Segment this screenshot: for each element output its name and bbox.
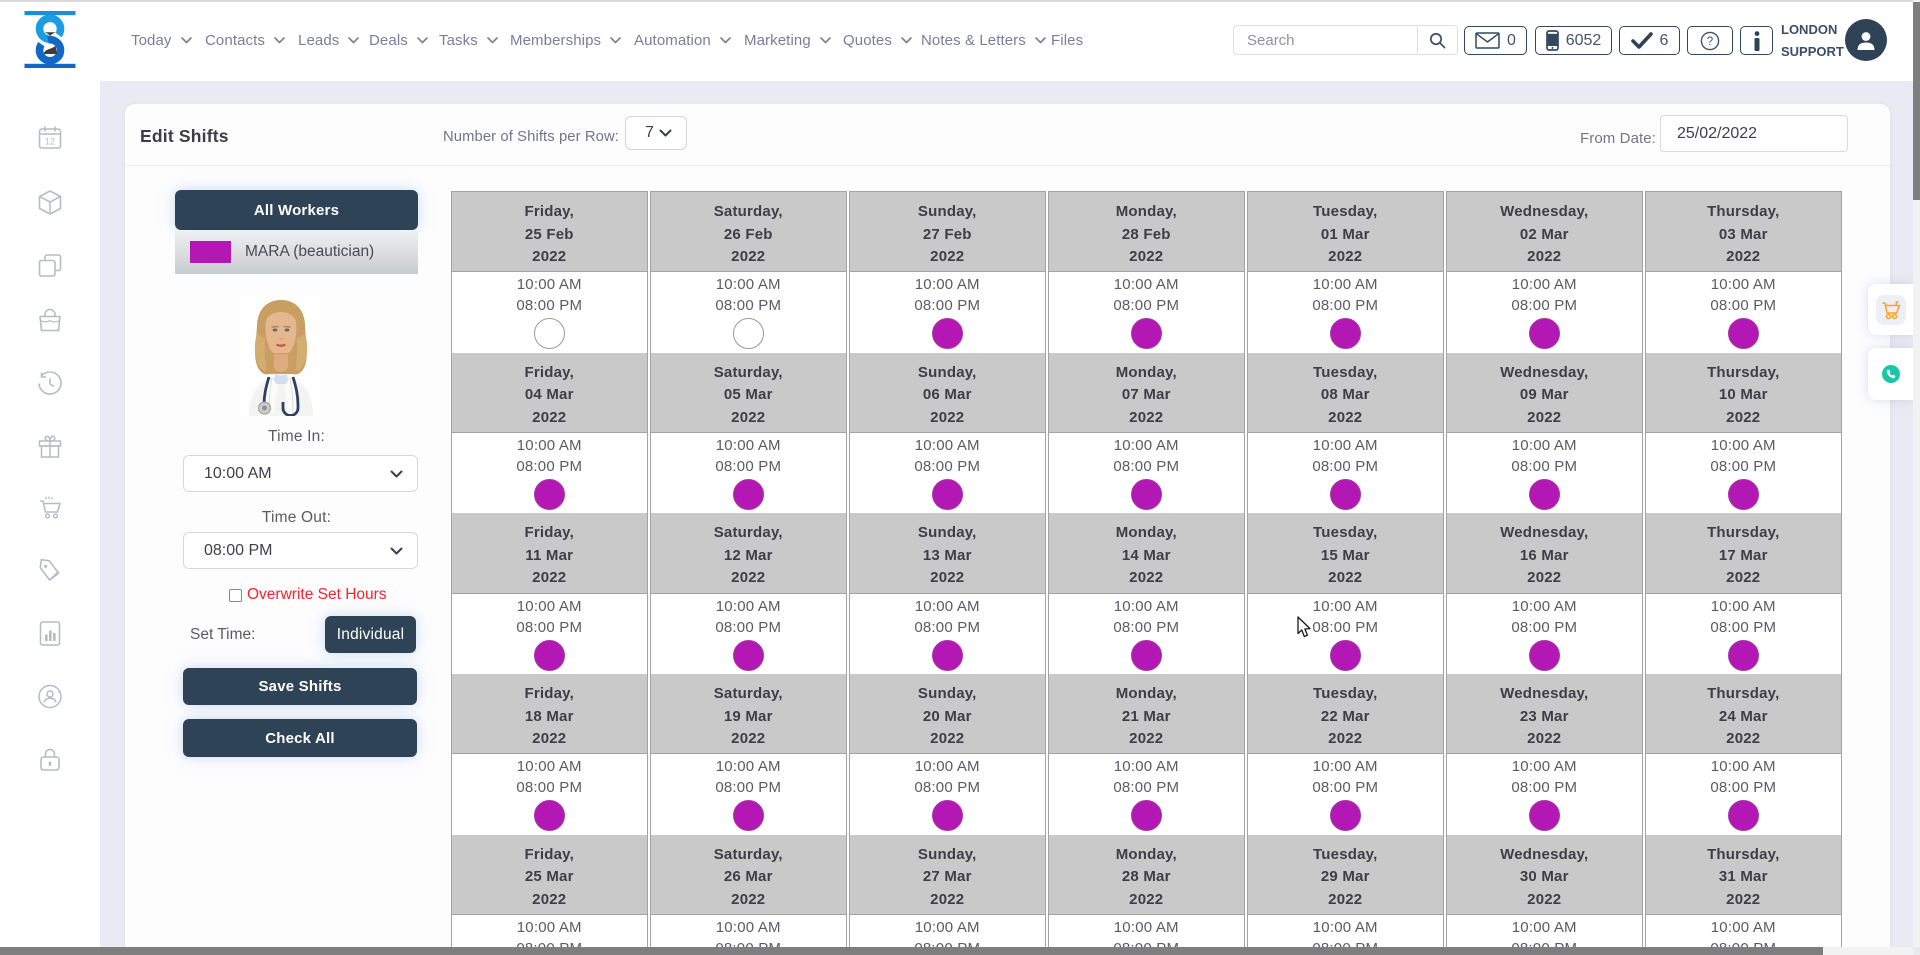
svg-text:?: ? xyxy=(1707,36,1713,48)
svg-text:12: 12 xyxy=(45,137,55,147)
